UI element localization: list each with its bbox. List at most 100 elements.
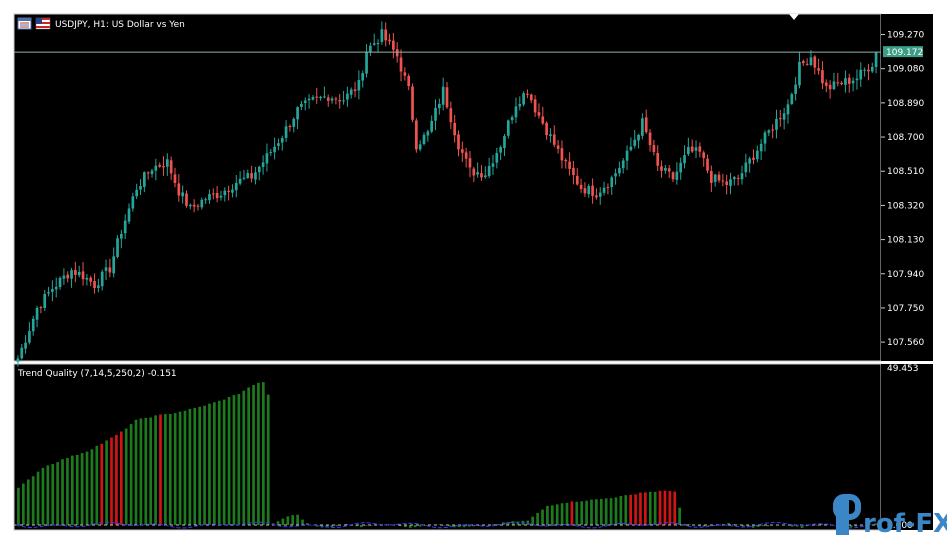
- candle-body: [97, 285, 100, 288]
- candle-body: [671, 172, 675, 180]
- candle-body: [545, 122, 548, 136]
- candle-body: [614, 173, 617, 177]
- candle-body: [246, 173, 250, 178]
- candle-body: [752, 157, 755, 160]
- candle-body: [265, 153, 269, 164]
- candle-body: [652, 145, 656, 152]
- candle-body: [706, 158, 709, 171]
- candle-body: [422, 134, 426, 144]
- candle-body: [870, 66, 874, 72]
- price-tick-label: 109.270: [887, 31, 924, 41]
- us-flag-icon: [35, 17, 51, 30]
- candle-body: [361, 73, 365, 81]
- candle-body: [108, 267, 112, 273]
- candle-body: [460, 149, 464, 153]
- candle-body: [495, 152, 499, 163]
- candle-body: [840, 82, 843, 85]
- indicator-panel[interactable]: [13, 363, 882, 531]
- candle-body: [131, 196, 135, 209]
- candle-body: [77, 271, 81, 276]
- candle-body: [855, 78, 859, 81]
- candle-body: [104, 267, 108, 271]
- candle-body: [273, 146, 276, 153]
- candle-body: [35, 307, 39, 320]
- candle-body: [736, 177, 740, 179]
- candle-body: [342, 100, 345, 102]
- candle-body: [58, 277, 62, 288]
- candle-body: [437, 103, 441, 109]
- candle-body: [457, 134, 460, 150]
- current-price-label: 109.172: [886, 48, 923, 58]
- chart-shift-marker[interactable]: [789, 14, 799, 20]
- candle-body: [143, 172, 146, 187]
- candle-body: [629, 146, 633, 151]
- indicator-scale[interactable]: [881, 364, 933, 530]
- candle-body: [526, 93, 529, 95]
- candle-body: [687, 146, 690, 155]
- candle-body: [257, 166, 261, 173]
- candle-body: [713, 174, 717, 182]
- candle-body: [231, 189, 234, 193]
- price-tick-label: 108.510: [887, 167, 924, 177]
- candle-body: [169, 160, 173, 174]
- candle-body: [476, 172, 479, 175]
- candle-body: [399, 57, 403, 72]
- price-panel[interactable]: [13, 13, 882, 362]
- candle-body: [771, 129, 774, 131]
- candle-body: [522, 93, 525, 105]
- price-tick-label: 108.130: [887, 236, 924, 246]
- candle-body: [801, 61, 805, 64]
- candle-body: [449, 108, 453, 123]
- candle-body: [269, 151, 273, 153]
- candle-body: [874, 52, 878, 68]
- candle-body: [744, 162, 748, 173]
- candle-body: [859, 69, 863, 80]
- candle-body: [234, 182, 238, 191]
- indicator-histogram: [14, 382, 881, 529]
- candle-body: [813, 56, 817, 68]
- candle-body: [445, 87, 449, 108]
- indicator-max-label: 49.453: [887, 364, 919, 374]
- candle-body: [139, 186, 142, 190]
- candle-body: [778, 118, 782, 120]
- candle-body: [330, 98, 334, 101]
- candle-body: [836, 82, 840, 84]
- candle-body: [369, 45, 372, 53]
- candle-body: [533, 99, 537, 113]
- candle-body: [732, 177, 736, 180]
- candle-body: [47, 292, 50, 294]
- candle-body: [135, 189, 139, 197]
- price-scale[interactable]: [881, 14, 933, 361]
- candle-body: [315, 96, 319, 98]
- candle-body: [254, 172, 257, 180]
- candle-body: [506, 120, 510, 136]
- candle-body: [832, 81, 836, 90]
- candle-body: [51, 289, 54, 292]
- candle-body: [238, 178, 242, 184]
- candle-body: [579, 184, 583, 189]
- candle-body: [211, 193, 215, 195]
- candle-body: [782, 113, 786, 120]
- candle-body: [549, 134, 552, 136]
- candle-body: [775, 118, 778, 130]
- candle-body: [464, 152, 468, 159]
- candle-body: [277, 143, 280, 146]
- candle-body: [694, 147, 698, 151]
- candle-body: [392, 40, 395, 50]
- candle-body: [127, 208, 131, 222]
- candle-body: [748, 158, 751, 164]
- candle-body: [81, 271, 85, 280]
- candle-body: [867, 69, 870, 72]
- candle-body: [418, 144, 422, 150]
- candle-body: [729, 179, 732, 186]
- candle-body: [625, 150, 629, 161]
- candle-body: [667, 168, 671, 172]
- candle-body: [610, 177, 614, 188]
- candle-body: [575, 175, 579, 185]
- candle-body: [514, 106, 518, 118]
- current-price-badge: [883, 46, 923, 58]
- candle-body: [434, 107, 437, 121]
- candle-body: [158, 164, 162, 167]
